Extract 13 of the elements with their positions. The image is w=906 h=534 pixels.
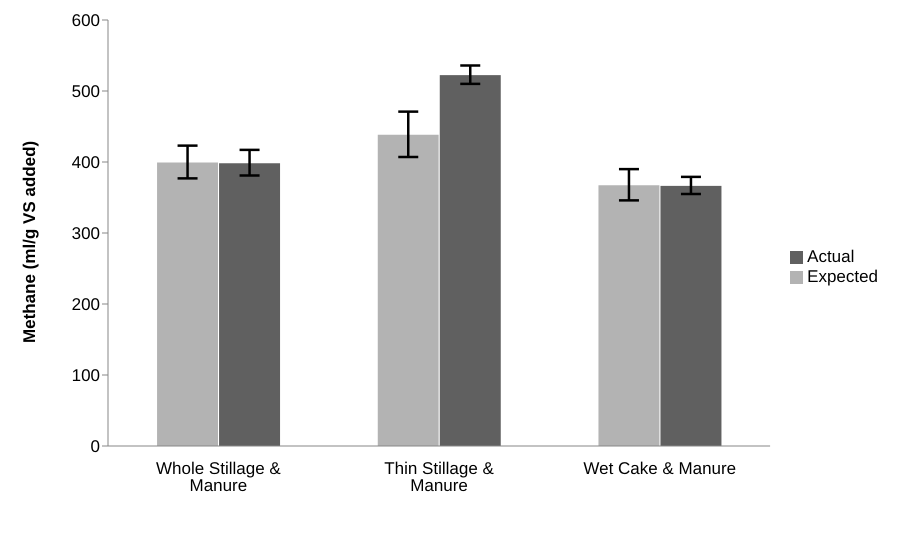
y-tick-label: 0 <box>90 437 100 456</box>
y-tick-label: 400 <box>72 153 100 172</box>
x-tick-label: Thin Stillage & Manure <box>384 459 495 496</box>
y-tick-label: 200 <box>72 295 100 314</box>
y-tick-label: 100 <box>72 366 100 386</box>
y-tick-label: 500 <box>72 82 100 102</box>
x-tick-label: Whole Stillage & Manure <box>156 459 282 496</box>
y-axis-title: Methane (ml/g VS added) <box>20 140 40 343</box>
legend-label: Expected <box>807 267 878 286</box>
y-tick-label: 600 <box>72 11 100 30</box>
x-tick-label: Wet Cake & Manure <box>583 459 736 478</box>
y-tick-label: 300 <box>72 224 100 244</box>
legend-label: Actual <box>807 247 854 266</box>
